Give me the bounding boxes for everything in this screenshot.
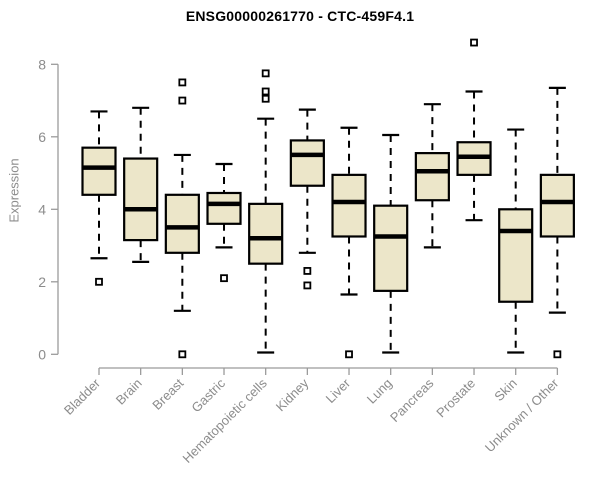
x-tick-label: Prostate — [433, 376, 478, 421]
y-tick-label: 0 — [38, 346, 46, 362]
box-hematopoietic-cells — [248, 202, 284, 265]
x-tick-label: Bladder — [61, 375, 104, 418]
box-breast — [164, 193, 200, 254]
box-unknown-other — [539, 173, 575, 238]
x-tick-label: Liver — [323, 375, 354, 406]
outlier-breast — [178, 78, 187, 87]
box-gastric — [206, 191, 242, 225]
outlier-kidney — [303, 267, 312, 275]
y-tick-label: 4 — [38, 201, 46, 217]
x-tick-label: Lung — [364, 376, 395, 407]
outlier-hematopoietic-cells — [261, 87, 270, 96]
outlier-unknown-other — [553, 350, 562, 359]
x-tick-label: Skin — [491, 376, 519, 404]
x-tick-label: Kidney — [273, 375, 312, 414]
y-axis-label: Expression — [6, 158, 22, 223]
outlier-hematopoietic-cells — [261, 69, 270, 78]
x-tick-label: Gastric — [188, 375, 228, 415]
box-pancreas — [414, 152, 450, 202]
box-kidney — [289, 139, 325, 187]
outlier-bladder — [95, 277, 103, 286]
y-tick-label: 6 — [38, 129, 46, 145]
x-tick-label: Pancreas — [387, 375, 437, 425]
x-tick-label: Unknown / Other — [482, 375, 562, 455]
outlier-prostate — [470, 38, 478, 47]
outlier-breast — [178, 96, 187, 105]
outlier-kidney — [303, 281, 312, 290]
outlier-breast — [178, 350, 187, 359]
outlier-hematopoietic-cells — [261, 94, 270, 103]
y-tick-label: 8 — [38, 56, 46, 72]
x-tick-label: Breast — [149, 375, 186, 412]
box-lung — [373, 204, 409, 292]
chart-title: ENSG00000261770 - CTC-459F4.1 — [185, 8, 415, 24]
box-brain — [123, 157, 159, 242]
box-bladder — [81, 146, 117, 196]
box-liver — [331, 173, 367, 238]
y-tick-label: 2 — [38, 274, 46, 290]
outlier-gastric — [220, 274, 228, 283]
box-skin — [498, 208, 534, 303]
outlier-liver — [345, 350, 353, 359]
x-tick-label: Brain — [113, 376, 145, 408]
